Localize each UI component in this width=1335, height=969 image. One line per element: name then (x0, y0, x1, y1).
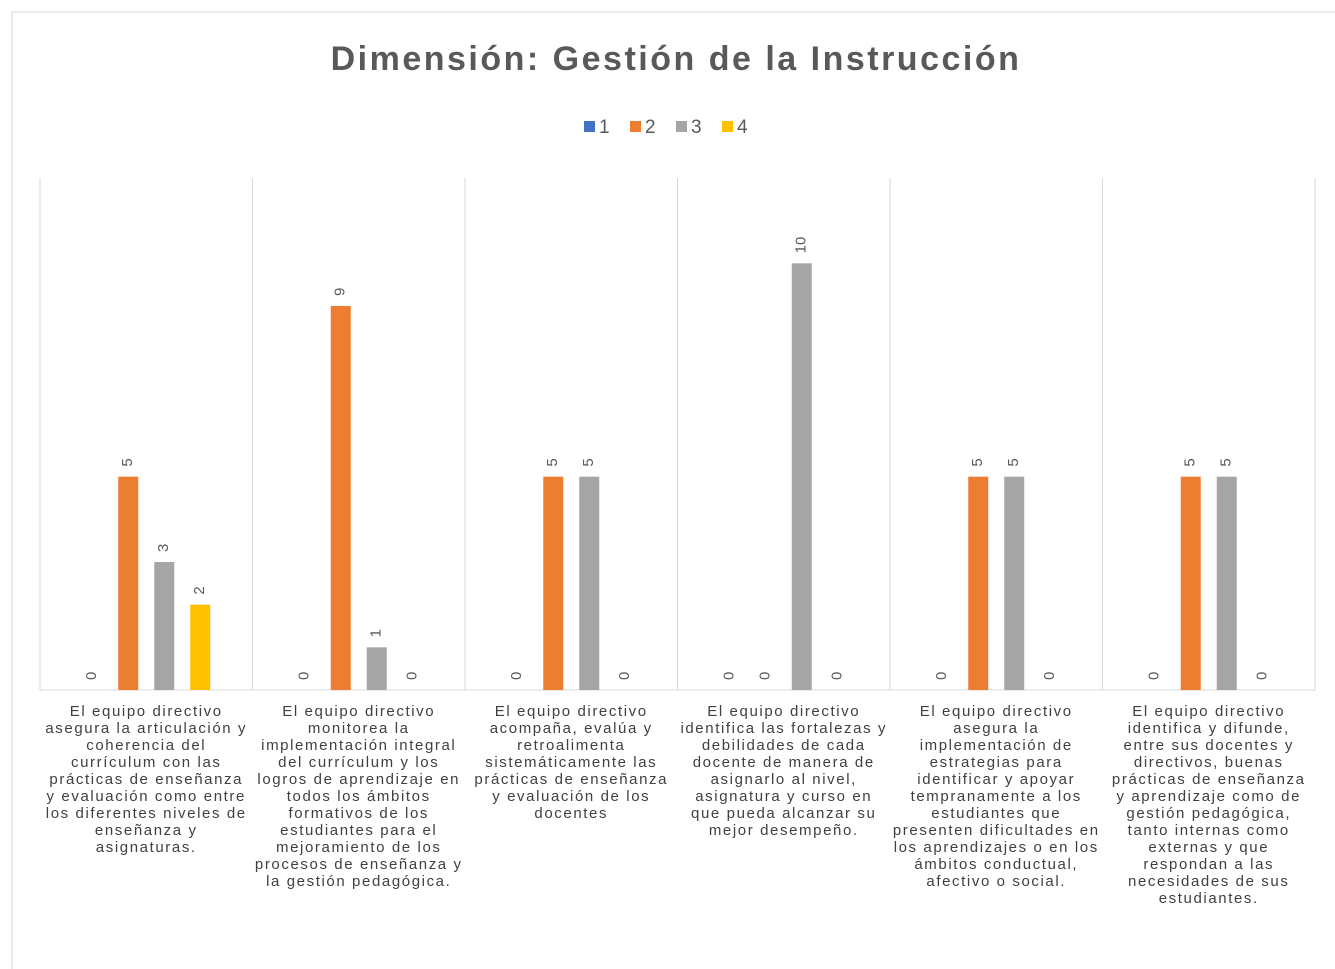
chart-border (11, 11, 1335, 969)
data-label: 0 (1146, 672, 1163, 680)
data-label: 0 (83, 672, 100, 680)
legend-label: 3 (691, 117, 702, 138)
data-label: 0 (933, 672, 950, 680)
bar (791, 263, 812, 690)
bar (154, 562, 175, 690)
chart-title: Dimensión: Gestión de la Instrucción (331, 40, 1022, 78)
data-label: 0 (757, 672, 774, 680)
data-label: 10 (793, 237, 810, 254)
bar (366, 647, 387, 690)
data-label: 0 (296, 672, 313, 680)
data-label: 5 (969, 458, 986, 466)
bar (543, 476, 564, 690)
bar (1180, 476, 1201, 690)
x-tick-label: El equipo directivo acompaña, evalúa y r… (474, 703, 669, 822)
data-label: 5 (1218, 458, 1235, 466)
data-label: 1 (368, 629, 385, 637)
bar (1004, 476, 1025, 690)
legend-label: 4 (737, 117, 748, 138)
bar (968, 476, 989, 690)
bar (330, 306, 351, 690)
data-label: 2 (191, 586, 208, 594)
data-label: 0 (721, 672, 738, 680)
data-label: 0 (1254, 672, 1271, 680)
legend-label: 2 (645, 117, 656, 138)
legend-swatch (722, 121, 733, 132)
data-label: 5 (580, 458, 597, 466)
data-label: 0 (616, 672, 633, 680)
data-label: 5 (1005, 458, 1022, 466)
x-tick-label: El equipo directivo identifica las forta… (680, 703, 888, 839)
data-label: 9 (332, 288, 349, 296)
bar (1216, 476, 1237, 690)
bar (190, 604, 211, 690)
data-label: 3 (155, 544, 172, 552)
legend-swatch (584, 121, 595, 132)
data-label: 0 (508, 672, 525, 680)
data-label: 5 (119, 458, 136, 466)
x-tick-label: El equipo directivo asegura la articulac… (45, 703, 248, 856)
x-tick-label: El equipo directivo monitorea la impleme… (254, 703, 463, 890)
bar (118, 476, 139, 690)
data-label: 0 (404, 672, 421, 680)
legend-swatch (630, 121, 641, 132)
x-tick-label: El equipo directivo identifica y difunde… (1111, 703, 1306, 907)
x-tick-label: El equipo directivo asegura la implement… (892, 703, 1100, 890)
data-label: 0 (829, 672, 846, 680)
data-label: 5 (1182, 458, 1199, 466)
data-label: 0 (1041, 672, 1058, 680)
data-label: 5 (544, 458, 561, 466)
bar (579, 476, 600, 690)
legend-swatch (676, 121, 687, 132)
legend-label: 1 (599, 117, 610, 138)
